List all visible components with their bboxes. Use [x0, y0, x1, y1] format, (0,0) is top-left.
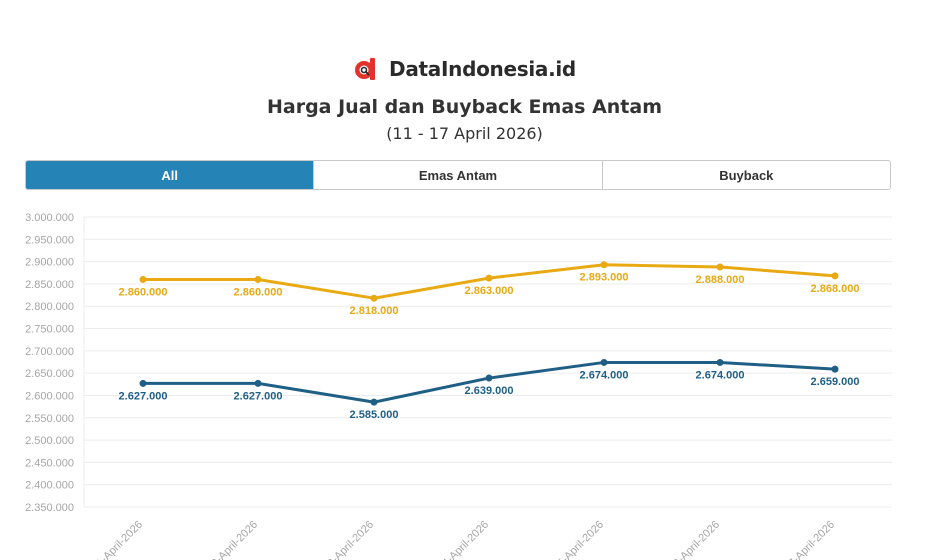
data-point: [716, 358, 724, 366]
data-point: [139, 275, 147, 283]
y-tick-label: 2.700.000: [25, 346, 74, 358]
y-tick-label: 2.650.000: [25, 368, 74, 380]
data-point: [600, 358, 608, 366]
data-point: [831, 365, 839, 373]
y-tick-label: 2.450.000: [25, 457, 74, 469]
data-label: 2.639.000: [465, 385, 514, 397]
y-tick-label: 3.000.000: [25, 212, 74, 224]
y-tick-label: 2.550.000: [25, 413, 74, 425]
y-tick-label: 2.500.000: [25, 435, 74, 447]
x-tick-label: 13-April-2026: [321, 519, 376, 560]
x-tick-label: 11-April-2026: [91, 519, 146, 560]
data-point: [831, 272, 839, 280]
data-label: 2.627.000: [119, 390, 168, 402]
tab-emas-antam[interactable]: Emas Antam: [314, 161, 603, 189]
chart-subtitle: (11 - 17 April 2026): [386, 124, 543, 143]
brand-header: DataIndonesia.id: [0, 56, 929, 82]
data-label: 2.863.000: [465, 285, 514, 297]
data-label: 2.659.000: [811, 376, 860, 388]
x-tick-label: 16-April-2026: [667, 519, 722, 560]
data-point: [254, 379, 262, 387]
line-chart: 3.000.000 2.950.000 2.900.000 2.850.000 2.80…: [25, 212, 892, 560]
data-label: 2.868.000: [811, 283, 860, 295]
brand-name: DataIndonesia.id: [389, 57, 576, 81]
y-tick-label: 2.600.000: [25, 390, 74, 402]
chart-title: Harga Jual dan Buyback Emas Antam: [266, 96, 663, 118]
data-label: 2.585.000: [350, 409, 399, 421]
dataindonesia-logo-icon: [355, 58, 376, 80]
data-point: [139, 379, 147, 387]
data-point: [600, 261, 608, 269]
y-tick-label: 2.850.000: [25, 279, 74, 291]
data-point: [370, 294, 378, 302]
data-label: 2.674.000: [696, 369, 745, 381]
x-tick-label: 15-April-2026: [551, 519, 606, 560]
tab-all[interactable]: All: [26, 161, 315, 189]
x-tick-label: 14-April-2026: [436, 519, 491, 560]
y-tick-label: 2.400.000: [25, 480, 74, 492]
y-tick-label: 2.900.000: [25, 257, 74, 269]
data-point: [485, 374, 493, 382]
y-tick-label: 2.800.000: [25, 301, 74, 313]
data-label: 2.893.000: [580, 272, 629, 284]
data-point: [485, 274, 493, 282]
y-tick-label: 2.750.000: [25, 324, 74, 336]
filter-tabs: All Emas Antam Buyback: [25, 160, 891, 190]
tab-buyback[interactable]: Buyback: [602, 161, 890, 189]
y-tick-label: 2.950.000: [25, 234, 74, 246]
data-label: 2.888.000: [696, 274, 745, 286]
data-label: 2.627.000: [234, 390, 283, 402]
x-tick-label: 12-April-2026: [205, 519, 260, 560]
x-tick-label: 17-April-2026: [782, 519, 837, 560]
data-label: 2.674.000: [580, 369, 629, 381]
data-point: [716, 263, 724, 271]
data-point: [370, 398, 378, 406]
y-tick-label: 2.350.000: [25, 502, 74, 514]
data-label: 2.860.000: [234, 286, 283, 298]
data-point: [254, 275, 262, 283]
data-label: 2.860.000: [119, 286, 168, 298]
data-label: 2.818.000: [350, 305, 399, 317]
